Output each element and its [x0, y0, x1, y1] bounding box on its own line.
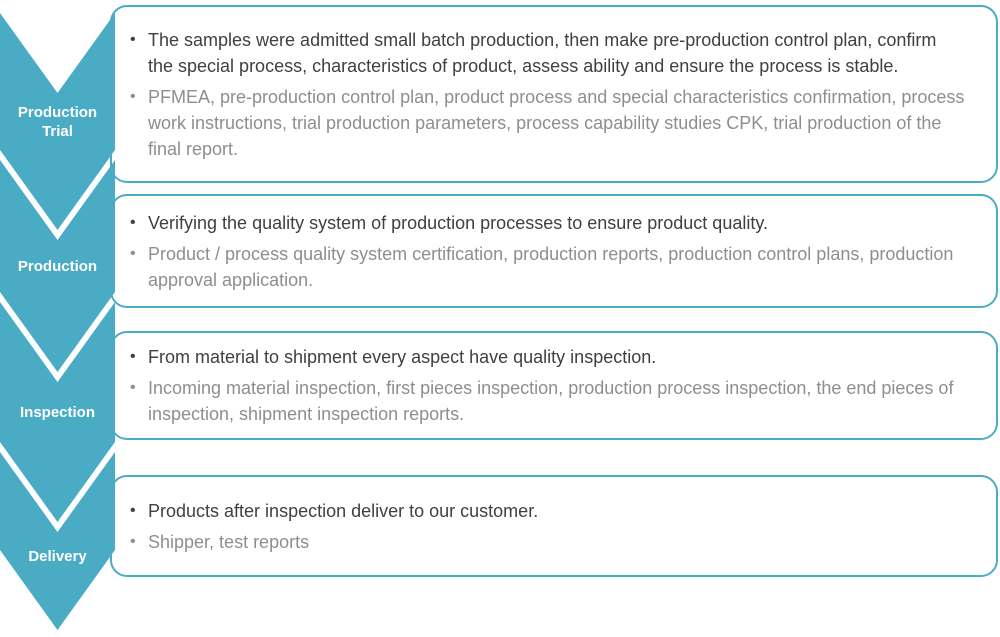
bullet-icon: • — [130, 244, 136, 262]
bullet-text: PFMEA, pre-production control plan, prod… — [148, 86, 965, 159]
bullet-text: Incoming material inspection, first piec… — [148, 378, 954, 424]
chevron-label: Delivery — [28, 547, 87, 565]
bullet-text: The samples were admitted small batch pr… — [148, 29, 937, 76]
bullet-icon: • — [130, 30, 136, 48]
bullet-item: • Verifying the quality system of produc… — [130, 210, 966, 236]
bullet-item: • Product / process quality system certi… — [130, 241, 966, 293]
bullet-icon: • — [130, 532, 136, 550]
bullet-item: • Shipper, test reports — [130, 529, 966, 555]
bullet-text: From material to shipment every aspect h… — [148, 347, 657, 367]
bullet-text: Shipper, test reports — [148, 531, 310, 552]
bullet-icon: • — [130, 348, 136, 365]
chevron-label: Production — [17, 257, 98, 275]
bullet-item: • The samples were admitted small batch … — [130, 27, 966, 79]
bullet-list: • The samples were admitted small batch … — [130, 27, 966, 162]
bullet-icon: • — [130, 501, 136, 519]
bullet-list: • Verifying the quality system of produc… — [130, 210, 966, 293]
bullet-list: • Products after inspection deliver to o… — [130, 498, 966, 555]
chevron-label: Inspection — [19, 403, 95, 421]
bullet-item: • Products after inspection deliver to o… — [130, 498, 966, 524]
stage-card-delivery: • Products after inspection deliver to o… — [110, 475, 998, 577]
bullet-icon: • — [130, 379, 136, 396]
bullet-text: Verifying the quality system of producti… — [148, 212, 768, 233]
bullet-text: Product / process quality system certifi… — [148, 243, 954, 290]
bullet-icon: • — [130, 87, 136, 105]
stage-card-production-trial: • The samples were admitted small batch … — [110, 5, 998, 183]
bullet-icon: • — [130, 213, 136, 231]
bullet-list: • From material to shipment every aspect… — [130, 344, 966, 427]
stage-card-inspection: • From material to shipment every aspect… — [110, 331, 998, 440]
stage-card-production: • Verifying the quality system of produc… — [110, 194, 998, 308]
chevron-label: Production Trial — [17, 103, 98, 140]
bullet-text: Products after inspection deliver to our… — [148, 500, 539, 521]
bullet-item: • Incoming material inspection, first pi… — [130, 375, 966, 427]
bullet-item: • PFMEA, pre-production control plan, pr… — [130, 84, 966, 162]
bullet-item: • From material to shipment every aspect… — [130, 344, 966, 370]
